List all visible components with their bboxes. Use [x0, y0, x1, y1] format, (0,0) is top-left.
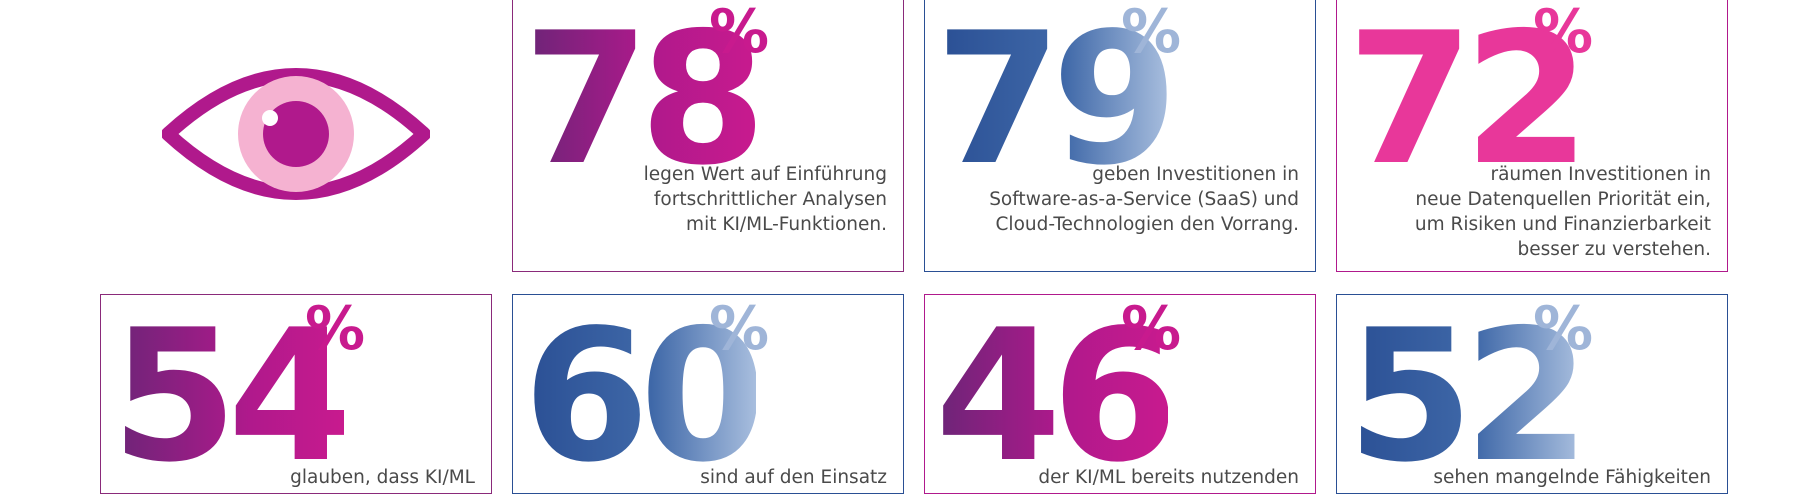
stat-description: geben Investitionen in Software-as-a-Ser… [989, 164, 1299, 235]
stat-description: sehen mangelnde Fähigkeiten [1433, 467, 1711, 488]
stat-value: 54 [111, 294, 354, 494]
percent-sign: % [1533, 0, 1594, 67]
stat-description: der KI/ML bereits nutzenden [1038, 467, 1299, 488]
percent-sign: % [1121, 0, 1182, 67]
stat-value: 52 [1347, 294, 1590, 494]
stat-value: 46 [935, 294, 1178, 494]
stat-card-60: 60 % sind auf den Einsatz [512, 294, 904, 494]
stat-value: 78 [523, 0, 766, 205]
stat-card-46: 46 % der KI/ML bereits nutzenden [924, 294, 1316, 494]
eye-icon [161, 44, 431, 224]
percent-sign: % [305, 294, 366, 364]
stat-description: glauben, dass KI/ML [290, 467, 475, 488]
stat-card-78: 78 % legen Wert auf Einführung fortschri… [512, 0, 904, 272]
stat-card-52: 52 % sehen mangelnde Fähigkeiten [1336, 294, 1728, 494]
percent-sign: % [1121, 294, 1182, 364]
percent-sign: % [1533, 294, 1594, 364]
percent-sign: % [709, 294, 770, 364]
percent-sign: % [709, 0, 770, 67]
stat-description: legen Wert auf Einführung fortschrittlic… [643, 164, 887, 235]
stat-value: 72 [1347, 0, 1590, 205]
stat-description: sind auf den Einsatz [700, 467, 887, 488]
stat-card-79: 79 % geben Investitionen in Software-as-… [924, 0, 1316, 272]
stat-description: räumen Investitionen in neue Datenquelle… [1414, 164, 1711, 260]
stat-card-54: 54 % glauben, dass KI/ML [100, 294, 492, 494]
stat-card-72: 72 % räumen Investitionen in neue Datenq… [1336, 0, 1728, 272]
stat-value: 60 [523, 294, 766, 494]
stat-value: 79 [935, 0, 1178, 205]
